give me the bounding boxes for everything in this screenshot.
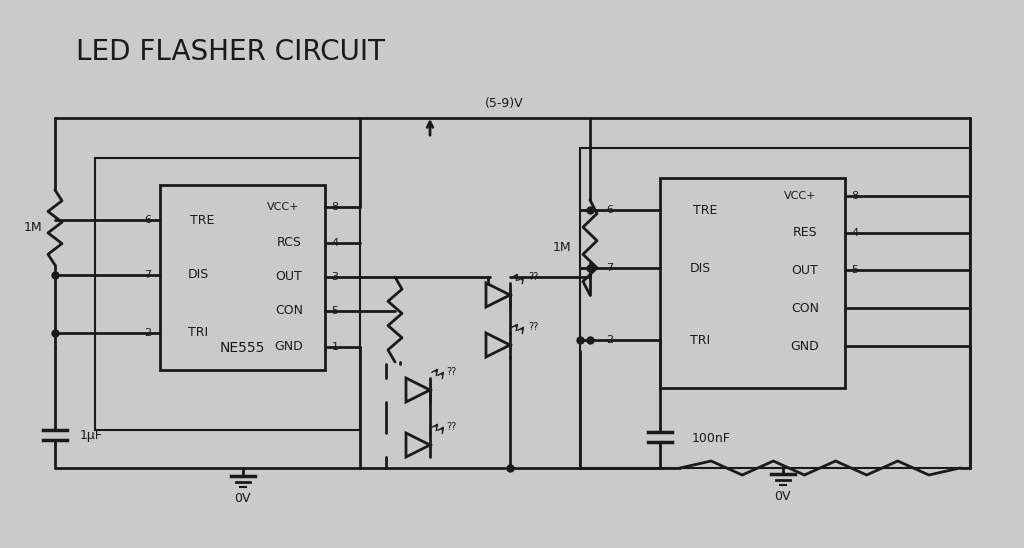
Text: 1: 1 — [332, 342, 339, 352]
Text: 2: 2 — [144, 328, 152, 338]
Text: 0V: 0V — [774, 489, 791, 503]
Text: 8: 8 — [851, 191, 858, 201]
Text: 6: 6 — [606, 205, 613, 215]
Text: TRE: TRE — [693, 203, 717, 216]
Text: ??: ?? — [446, 367, 457, 377]
Bar — [160, 185, 325, 370]
Text: ??: ?? — [528, 272, 539, 282]
Text: 5: 5 — [852, 265, 858, 275]
Text: RES: RES — [793, 226, 817, 239]
Text: 100nF: 100nF — [692, 431, 731, 444]
Text: NE555: NE555 — [220, 341, 265, 355]
Text: 0V: 0V — [234, 492, 251, 505]
Text: OUT: OUT — [275, 271, 302, 283]
Text: 4: 4 — [332, 238, 339, 248]
Text: VCC+: VCC+ — [266, 202, 299, 212]
Text: DIS: DIS — [187, 269, 209, 282]
Text: OUT: OUT — [792, 264, 818, 277]
Text: (5-9)V: (5-9)V — [485, 96, 523, 110]
Text: TRE: TRE — [189, 214, 214, 226]
Text: 7: 7 — [144, 270, 152, 280]
Text: TRI: TRI — [690, 334, 710, 346]
Text: ??: ?? — [528, 322, 539, 332]
Text: GND: GND — [791, 340, 819, 352]
Text: DIS: DIS — [689, 261, 711, 275]
Text: VCC+: VCC+ — [783, 191, 816, 201]
Text: 1μF: 1μF — [80, 429, 102, 442]
Bar — [660, 178, 845, 388]
Text: LED FLASHER CIRCUIT: LED FLASHER CIRCUIT — [76, 38, 384, 66]
Text: 8: 8 — [332, 202, 339, 212]
Text: 1M: 1M — [553, 241, 571, 254]
Text: 3: 3 — [332, 272, 339, 282]
Text: 4: 4 — [851, 228, 858, 238]
Text: 2: 2 — [606, 335, 613, 345]
Text: GND: GND — [274, 340, 303, 353]
Text: CON: CON — [275, 305, 303, 317]
Bar — [580, 148, 970, 468]
Text: RCS: RCS — [276, 237, 301, 249]
Text: ??: ?? — [446, 422, 457, 432]
Text: 6: 6 — [144, 215, 152, 225]
Text: 5: 5 — [332, 306, 339, 316]
Text: TRI: TRI — [188, 327, 208, 340]
Text: 1M: 1M — [24, 221, 42, 234]
Text: CON: CON — [791, 301, 819, 315]
Bar — [95, 158, 360, 430]
Text: 7: 7 — [606, 263, 613, 273]
